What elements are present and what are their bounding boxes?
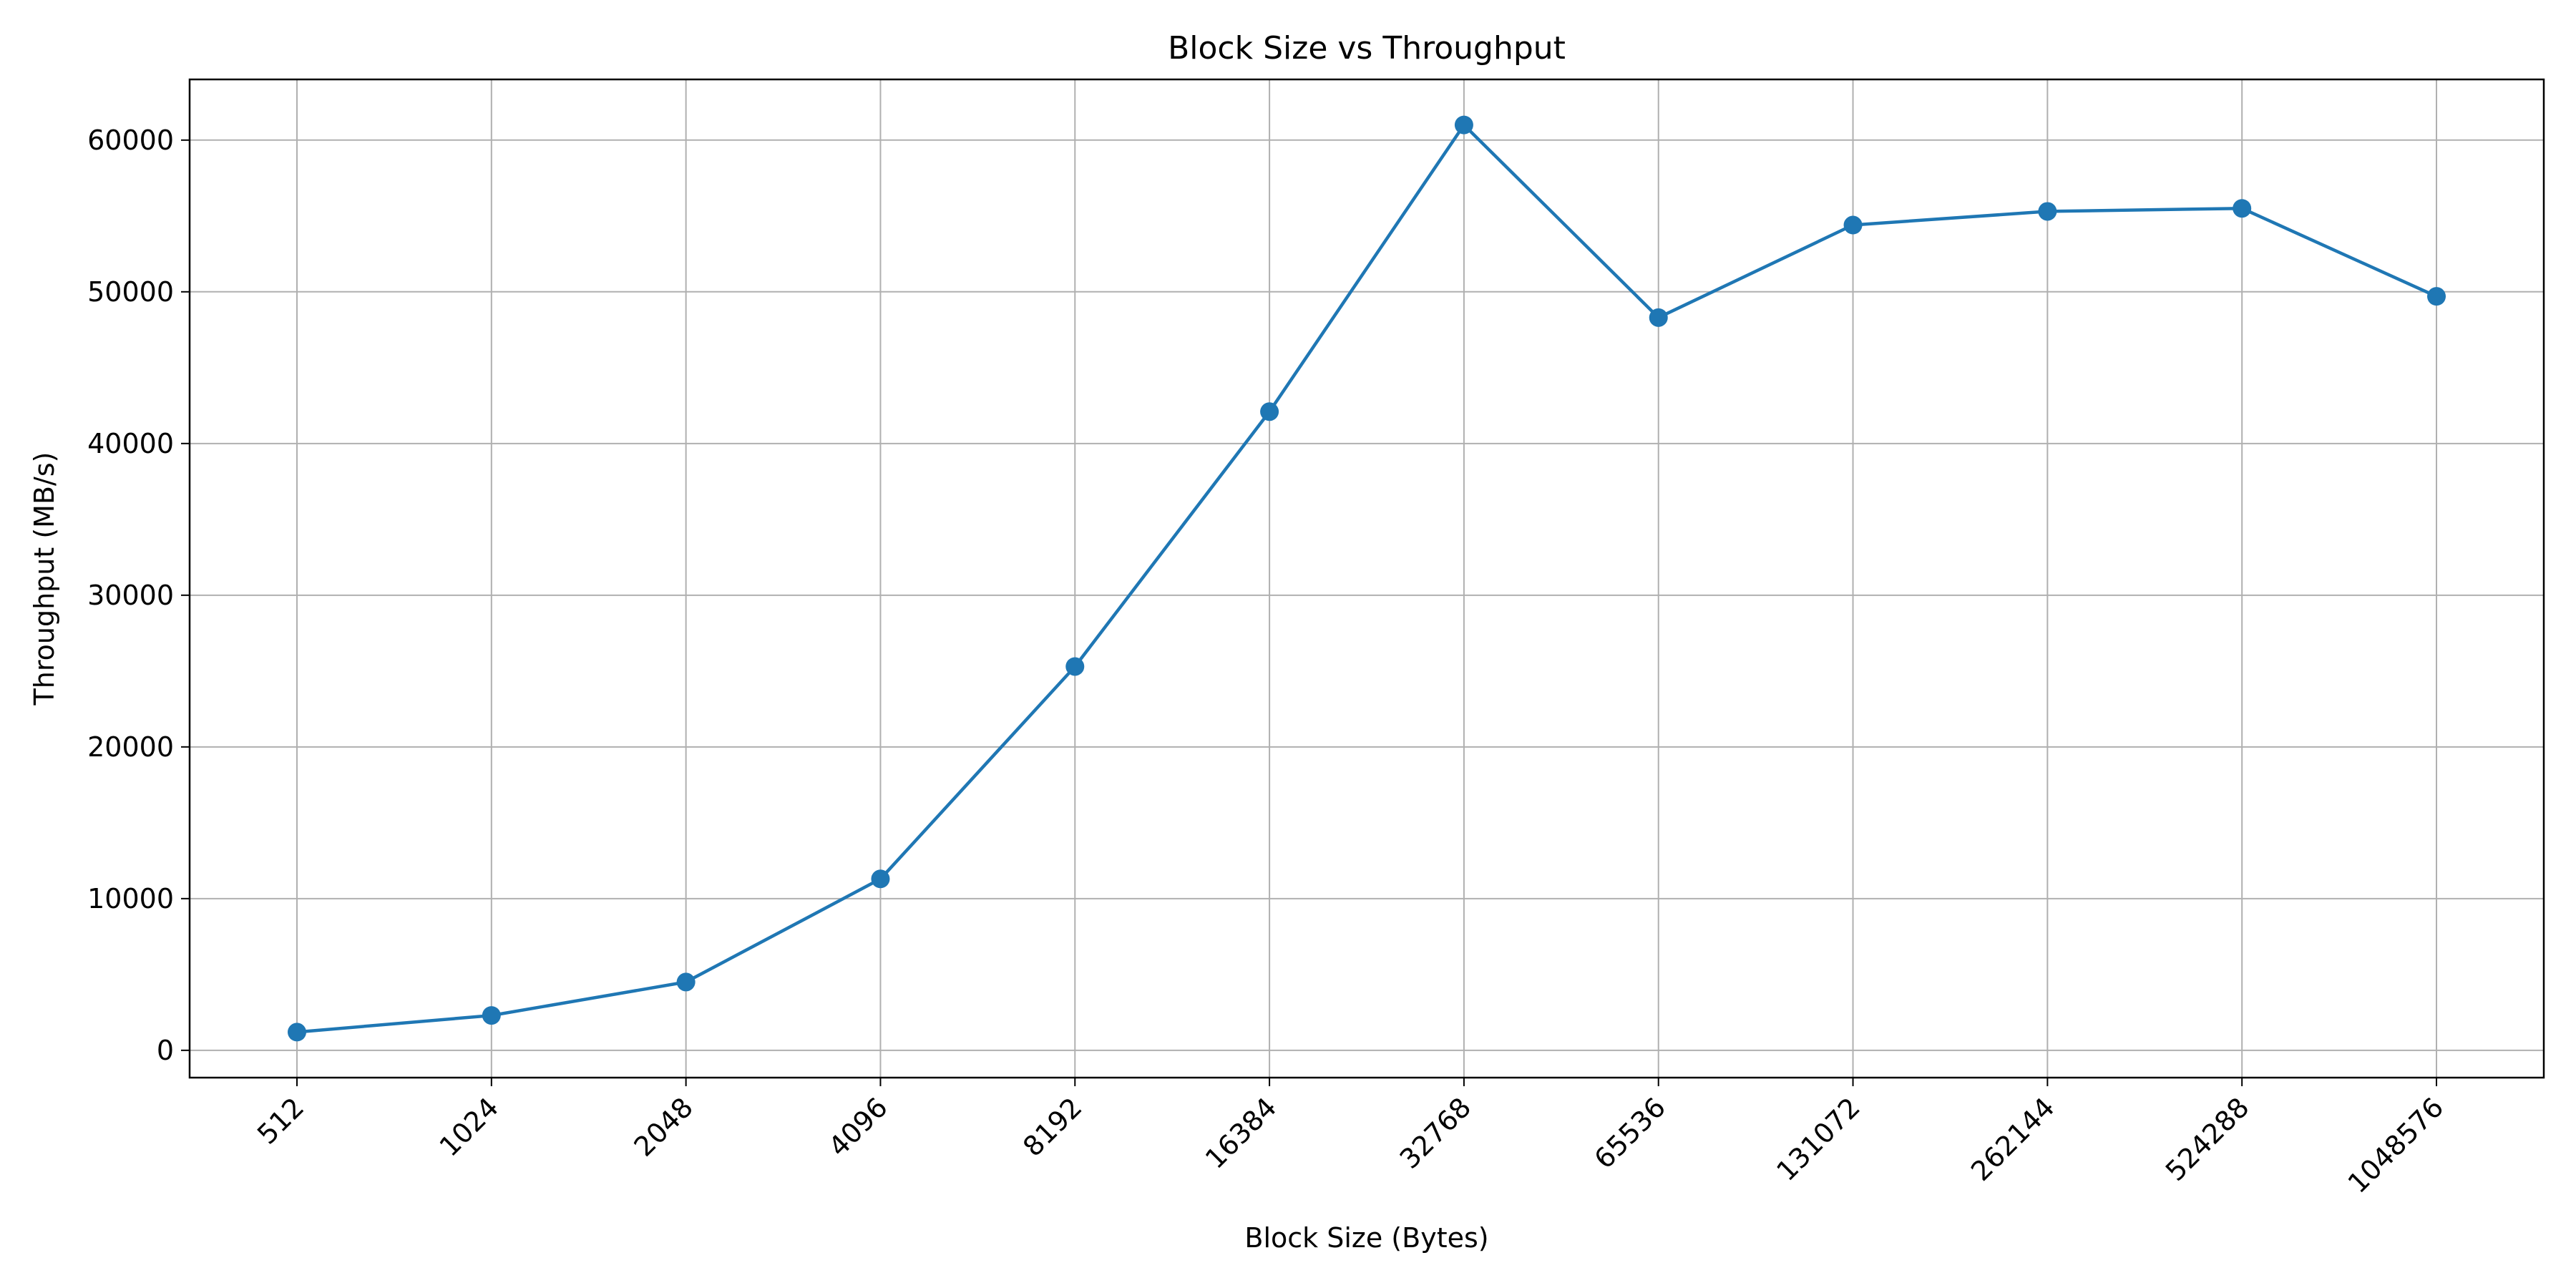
data-point — [288, 1023, 306, 1042]
data-point — [1649, 308, 1668, 327]
data-point — [2233, 199, 2252, 218]
y-tick-label: 60000 — [87, 125, 174, 156]
data-series — [288, 115, 2446, 1042]
y-axis-label: Throughput (MB/s) — [29, 452, 60, 706]
data-point — [482, 1006, 501, 1025]
grid-lines — [190, 79, 2544, 1078]
series-line — [295, 123, 2439, 1034]
x-axis-label: Block Size (Bytes) — [1244, 1222, 1488, 1254]
data-point — [1843, 215, 1863, 235]
data-point — [871, 869, 890, 889]
y-axis-ticks: 0 10000 20000 30000 40000 50000 60000 — [87, 125, 190, 1066]
data-point — [2038, 202, 2057, 221]
y-tick-label: 20000 — [87, 731, 174, 763]
data-point — [676, 972, 696, 992]
y-tick-label: 10000 — [87, 883, 174, 914]
data-point — [1454, 115, 1473, 135]
chart-title: Block Size vs Throughput — [1168, 30, 1566, 67]
y-tick-label: 50000 — [87, 276, 174, 308]
data-point — [1260, 402, 1279, 421]
data-point — [2427, 287, 2446, 306]
plot-frame — [188, 78, 2545, 1079]
y-tick-label: 40000 — [87, 428, 174, 459]
y-tick-label: 0 — [157, 1035, 174, 1066]
y-tick-label: 30000 — [87, 580, 174, 611]
data-point — [1065, 657, 1085, 676]
